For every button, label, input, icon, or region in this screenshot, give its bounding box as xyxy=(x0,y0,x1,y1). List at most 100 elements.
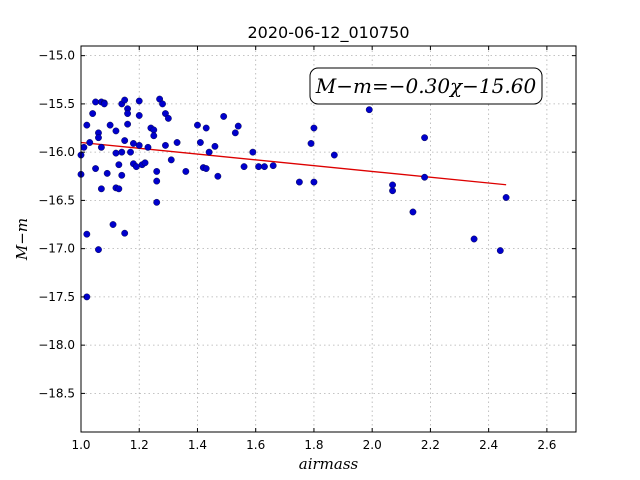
data-point xyxy=(115,185,123,193)
data-point xyxy=(249,148,257,156)
data-point xyxy=(502,194,510,201)
data-point xyxy=(118,171,126,179)
plot-frame xyxy=(80,45,577,433)
data-point xyxy=(124,110,131,117)
data-point xyxy=(127,148,134,156)
x-tick-label: 2.2 xyxy=(421,438,440,452)
data-point xyxy=(159,100,166,108)
x-tick-label: 1.0 xyxy=(71,438,90,452)
data-point xyxy=(310,178,318,186)
y-tick-label: −15.5 xyxy=(38,97,75,111)
data-points xyxy=(77,95,510,301)
data-point xyxy=(135,97,143,105)
data-point xyxy=(121,96,129,104)
data-point xyxy=(470,235,478,243)
data-point xyxy=(95,134,102,142)
axis-ticks: 1.0 1.2 1.4 1.6 1.8 2.0 2.2 2.4 2.6 −15.0 −15.5 −16… xyxy=(38,46,576,452)
x-tick-label: 1.8 xyxy=(304,438,323,452)
data-point xyxy=(196,139,204,146)
data-point xyxy=(330,151,338,159)
x-tick-label: 1.4 xyxy=(188,438,207,452)
data-point xyxy=(365,106,373,114)
data-point xyxy=(421,173,428,181)
fit-line-layer xyxy=(80,141,507,186)
x-tick-label: 2.0 xyxy=(363,438,382,452)
data-point xyxy=(153,198,161,206)
data-point xyxy=(112,149,120,157)
x-tick-label: 2.4 xyxy=(479,438,498,452)
data-point xyxy=(164,114,172,122)
data-point xyxy=(269,162,277,170)
x-axis-label: airmass xyxy=(299,455,359,473)
data-point xyxy=(86,139,94,146)
y-axis-label: M−m xyxy=(13,218,31,261)
data-point xyxy=(202,124,210,132)
data-point xyxy=(80,143,88,151)
data-point xyxy=(310,124,318,132)
data-point xyxy=(194,121,201,129)
data-point xyxy=(389,187,396,195)
y-tick-label: −16.0 xyxy=(38,145,75,159)
data-point xyxy=(106,121,114,129)
data-point xyxy=(121,137,129,144)
x-tick-label: 2.6 xyxy=(537,438,556,452)
data-point xyxy=(83,230,91,238)
data-point xyxy=(97,143,105,151)
x-tick-label: 1.6 xyxy=(246,438,265,452)
data-point xyxy=(307,140,315,147)
data-point xyxy=(83,121,91,129)
data-point xyxy=(234,122,242,130)
data-point xyxy=(162,141,169,149)
data-point xyxy=(130,140,137,147)
chart-title: 2020-06-12_010750 xyxy=(247,23,409,43)
y-tick-label: −17.5 xyxy=(38,290,75,304)
y-tick-label: −18.5 xyxy=(38,386,75,400)
data-point xyxy=(95,246,102,254)
data-point xyxy=(202,165,210,172)
data-point xyxy=(103,169,111,177)
data-point xyxy=(135,141,143,149)
y-tick-label: −18.0 xyxy=(38,338,75,352)
data-point xyxy=(112,127,120,135)
data-point xyxy=(173,139,181,146)
data-point xyxy=(115,161,123,169)
data-point xyxy=(121,229,129,237)
data-point xyxy=(231,129,239,137)
data-point xyxy=(182,168,190,175)
data-point xyxy=(211,142,219,150)
data-point xyxy=(100,100,108,108)
data-point xyxy=(124,120,131,128)
data-point xyxy=(92,98,99,106)
data-point xyxy=(421,134,428,142)
data-point xyxy=(240,163,248,171)
data-point xyxy=(150,132,158,140)
data-point xyxy=(214,172,222,180)
data-point xyxy=(97,185,105,193)
data-point xyxy=(132,163,140,171)
data-point xyxy=(261,163,268,171)
data-point xyxy=(389,181,396,189)
grid xyxy=(80,46,576,432)
y-tick-label: −15.0 xyxy=(38,49,75,63)
y-tick-label: −16.5 xyxy=(38,193,75,207)
data-point xyxy=(135,112,143,119)
data-point xyxy=(167,156,175,164)
data-point xyxy=(89,110,97,117)
data-point xyxy=(255,163,263,171)
data-point xyxy=(118,148,126,156)
data-point xyxy=(153,168,161,175)
data-point xyxy=(496,247,504,254)
data-point xyxy=(153,177,161,185)
data-point xyxy=(144,143,152,151)
data-point xyxy=(205,148,213,156)
data-point xyxy=(295,178,303,186)
fit-equation: M−m=−0.30χ−15.60 xyxy=(315,74,537,98)
data-point xyxy=(409,208,417,216)
data-point xyxy=(150,126,158,134)
data-point xyxy=(220,113,228,120)
data-point xyxy=(141,159,149,167)
x-tick-label: 1.2 xyxy=(130,438,149,452)
fit-line xyxy=(80,141,507,186)
fit-equation-box: M−m=−0.30χ−15.60 xyxy=(309,67,543,105)
